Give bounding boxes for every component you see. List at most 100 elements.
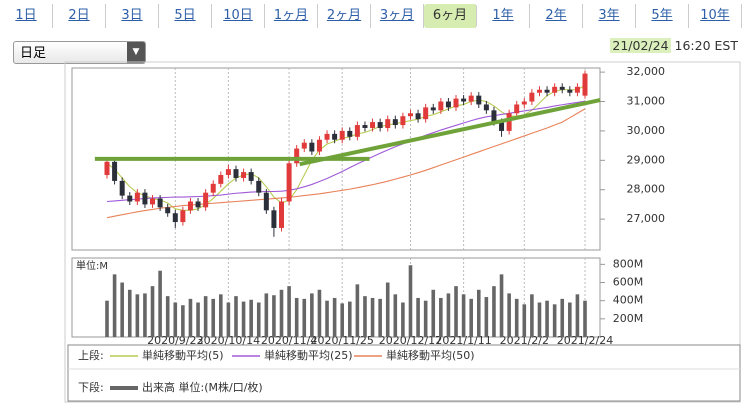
candle-body — [339, 130, 345, 140]
x-tick-label: 2021/2/24 — [557, 334, 613, 347]
candle-body — [286, 163, 292, 202]
candle-body — [536, 89, 542, 93]
period-tab[interactable]: 6ヶ月 — [424, 4, 477, 28]
timestamp: 21/02/24 16:20 EST — [610, 38, 738, 53]
dropdown-arrow[interactable]: ▼ — [127, 42, 145, 63]
candle-body — [263, 192, 269, 211]
candle-body — [248, 172, 254, 181]
volume-bar — [514, 298, 519, 337]
candle-body — [119, 180, 125, 196]
candle-body — [476, 95, 482, 105]
period-tab[interactable]: 3日 — [106, 4, 159, 28]
period-tabs: 1日 2日 3日 5日 10日 1ヶ月 2ヶ月 3ヶ月 6ヶ月 1年 2年 3年 5年 10年 — [0, 0, 748, 32]
candle-body — [150, 198, 156, 205]
candle-body — [347, 130, 353, 137]
volume-bar — [249, 299, 253, 337]
trendline — [299, 98, 601, 167]
legend-label: 出来高 単位:(M株/口/枚) — [142, 380, 263, 394]
candle-body — [461, 98, 467, 102]
volume-bar — [196, 302, 200, 337]
period-tab[interactable]: 2ヶ月 — [318, 4, 371, 28]
volume-bar — [370, 297, 375, 337]
candle-body — [309, 142, 315, 152]
period-tab[interactable]: 1日 — [0, 4, 53, 28]
volume-tick-label: 800M — [613, 257, 644, 270]
legend-lower: 下段: — [78, 380, 104, 394]
candle-body — [407, 113, 413, 117]
candle-body — [180, 210, 186, 223]
volume-bar — [302, 298, 307, 337]
candle-body — [172, 213, 178, 223]
ma-line — [106, 108, 586, 219]
volume-bar — [522, 304, 527, 337]
period-tab[interactable]: 1ヶ月 — [265, 4, 318, 28]
interval-dropdown[interactable]: 日足 ▼ — [13, 41, 146, 64]
period-tab[interactable]: 2年 — [530, 4, 583, 28]
x-tick-label: 2020/11/25 — [311, 334, 374, 347]
volume-bar — [545, 300, 549, 337]
candle-body — [279, 201, 285, 228]
candle-body — [142, 192, 148, 205]
volume-bar — [347, 301, 352, 337]
volume-bar — [393, 294, 398, 337]
candle-body — [567, 89, 573, 93]
volume-bar — [158, 270, 162, 337]
volume-bar — [188, 298, 193, 337]
candle-body — [324, 133, 330, 140]
volume-bar — [120, 282, 124, 337]
volume-tick-label: 200M — [613, 312, 644, 325]
candle-body — [491, 110, 497, 123]
period-tab[interactable]: 3ヶ月 — [371, 4, 424, 28]
period-tab[interactable]: 3年 — [583, 4, 636, 28]
volume-bar — [408, 265, 413, 337]
candle-body — [134, 192, 140, 202]
candle-body — [225, 169, 231, 176]
y-tick-label: 31,000 — [627, 95, 666, 108]
candle-body — [499, 122, 505, 131]
candle-body — [157, 198, 163, 208]
period-tab[interactable]: 5日 — [159, 4, 212, 28]
period-tab[interactable]: 10日 — [212, 4, 265, 28]
volume-bar — [560, 298, 565, 337]
legend-label: 単純移動平均(25) — [264, 348, 353, 362]
volume-bar — [469, 298, 473, 337]
legend-label: 単純移動平均(5) — [142, 348, 224, 362]
volume-bar — [272, 295, 276, 337]
chart-frame — [64, 61, 741, 403]
period-tab[interactable]: 1年 — [477, 4, 530, 28]
candle-body — [112, 161, 118, 181]
volume-bar — [340, 303, 345, 337]
candle-body — [316, 139, 322, 152]
volume-bar — [112, 274, 117, 337]
candle-body — [574, 86, 580, 93]
volume-bar — [256, 302, 261, 337]
volume-bar — [317, 289, 322, 337]
volume-bar — [378, 298, 382, 337]
candle-body — [559, 86, 565, 90]
volume-bar — [105, 300, 109, 337]
candle-body — [294, 148, 300, 164]
period-tab[interactable]: 10年 — [689, 4, 742, 28]
legend-box — [67, 344, 741, 402]
y-tick-label: 28,000 — [627, 183, 666, 196]
volume-bar — [181, 305, 185, 337]
dropdown-label: 日足 — [20, 46, 47, 61]
volume-bar — [446, 293, 451, 337]
volume-bar — [219, 294, 223, 337]
period-tab[interactable]: 5年 — [636, 4, 689, 28]
volume-bar — [530, 294, 534, 337]
candle-body — [256, 180, 262, 193]
volume-tick-label: 400M — [613, 294, 644, 307]
candle-body — [514, 104, 520, 114]
candle-body — [400, 116, 406, 126]
y-tick-label: 32,000 — [627, 65, 666, 78]
volume-bar — [416, 297, 420, 337]
volume-bar — [431, 289, 436, 337]
period-tab[interactable]: 2日 — [53, 4, 106, 28]
volume-bar — [507, 293, 511, 337]
x-tick-label: 2020/11/4 — [261, 334, 317, 347]
candle-body — [165, 207, 171, 214]
candle-body — [483, 104, 489, 111]
volume-bar — [325, 300, 329, 337]
